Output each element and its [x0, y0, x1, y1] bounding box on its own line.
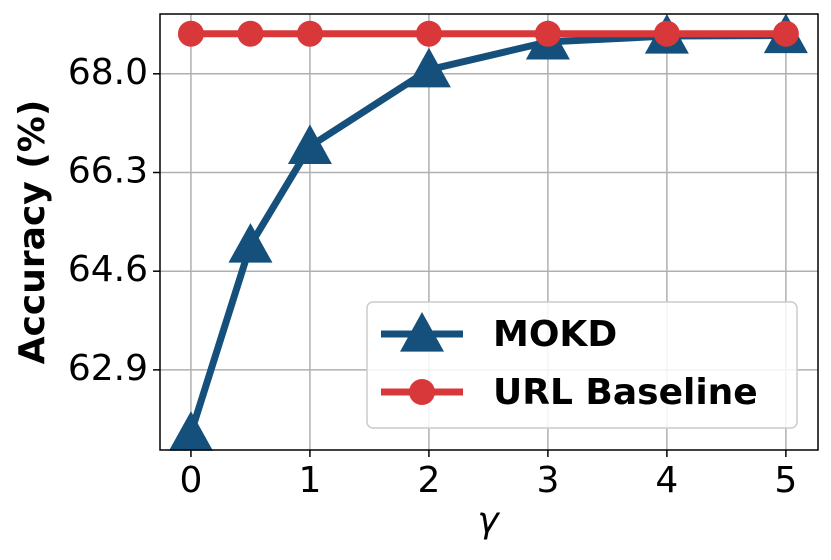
marker	[237, 20, 264, 47]
y-tick-label: 62.9	[68, 348, 148, 389]
legend-box	[366, 301, 798, 429]
legend-label: URL Baseline	[493, 372, 758, 413]
x-tick-label: 5	[774, 460, 797, 501]
marker	[287, 124, 332, 164]
marker	[653, 20, 680, 47]
marker	[406, 47, 451, 88]
marker	[772, 20, 799, 47]
x-tick-label: 1	[298, 460, 321, 501]
marker	[168, 411, 213, 451]
marker	[228, 223, 273, 263]
plot-frame	[159, 13, 819, 451]
x-tick-label: 0	[179, 460, 202, 501]
y-axis-label: Accuracy (%)	[12, 100, 53, 365]
legend-label: MOKD	[493, 314, 617, 355]
legend-marker	[400, 312, 444, 352]
marker	[177, 20, 204, 47]
marker	[534, 20, 561, 47]
y-tick-label: 68.0	[68, 52, 148, 93]
y-tick-label: 66.3	[68, 150, 148, 191]
x-axis-label: γ	[477, 500, 500, 541]
x-tick-label: 3	[536, 460, 559, 501]
y-tick-label: 64.6	[68, 249, 148, 290]
marker	[415, 20, 442, 47]
marker	[296, 20, 323, 47]
x-tick-label: 4	[655, 460, 678, 501]
x-tick-label: 2	[417, 460, 440, 501]
legend-marker	[409, 379, 435, 405]
